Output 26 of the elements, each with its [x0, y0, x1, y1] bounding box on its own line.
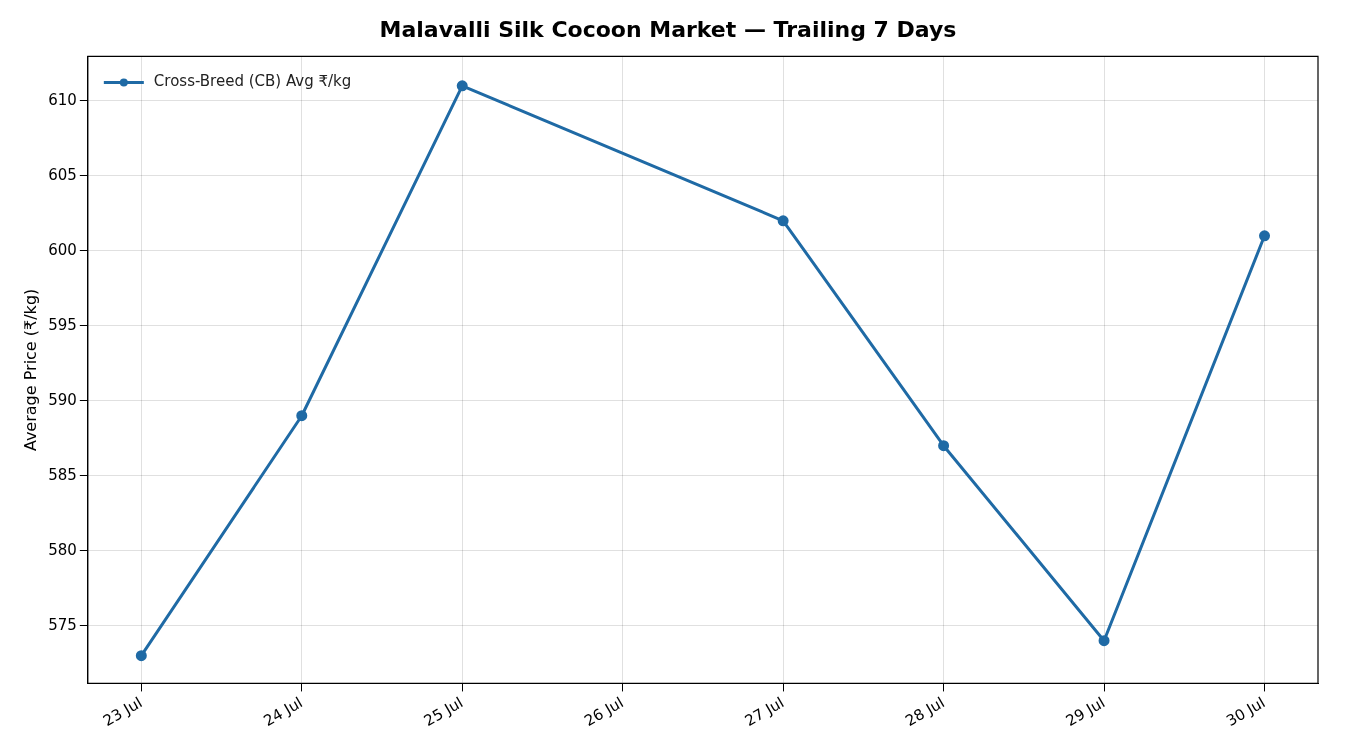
point — [456, 80, 468, 92]
x-tick-label: 27 Jul — [741, 693, 788, 731]
y-tick-label: 575 — [48, 615, 77, 634]
y-tick-label: 595 — [48, 315, 77, 334]
y-tick-label: 590 — [48, 390, 77, 409]
x-tick-label: 30 Jul — [1223, 693, 1269, 731]
y-tick-label: 580 — [48, 540, 77, 559]
x-tick-label: 28 Jul — [902, 693, 948, 731]
x-tick-label: 23 Jul — [99, 693, 146, 731]
point — [296, 410, 308, 422]
legend-label: Cross-Breed (CB) Avg ₹/kg — [153, 72, 352, 91]
y-axis-title: Average Price (₹/kg) — [20, 288, 40, 452]
point — [777, 215, 789, 227]
y-tick-label: 605 — [48, 165, 77, 184]
y-tick-label: 585 — [48, 465, 77, 484]
point — [938, 440, 950, 452]
point — [135, 650, 147, 662]
point — [1259, 230, 1271, 242]
x-tick-label: 26 Jul — [581, 693, 627, 731]
x-tick-label: 24 Jul — [260, 693, 306, 731]
x-tick-label: 29 Jul — [1062, 693, 1108, 731]
chart-title: Malavalli Silk Cocoon Market — Trailing 7 Days — [379, 16, 957, 42]
x-tick-label: 25 Jul — [420, 693, 467, 731]
point — [1098, 635, 1110, 647]
y-tick-label: 600 — [48, 240, 77, 259]
y-tick-label: 610 — [48, 90, 77, 109]
